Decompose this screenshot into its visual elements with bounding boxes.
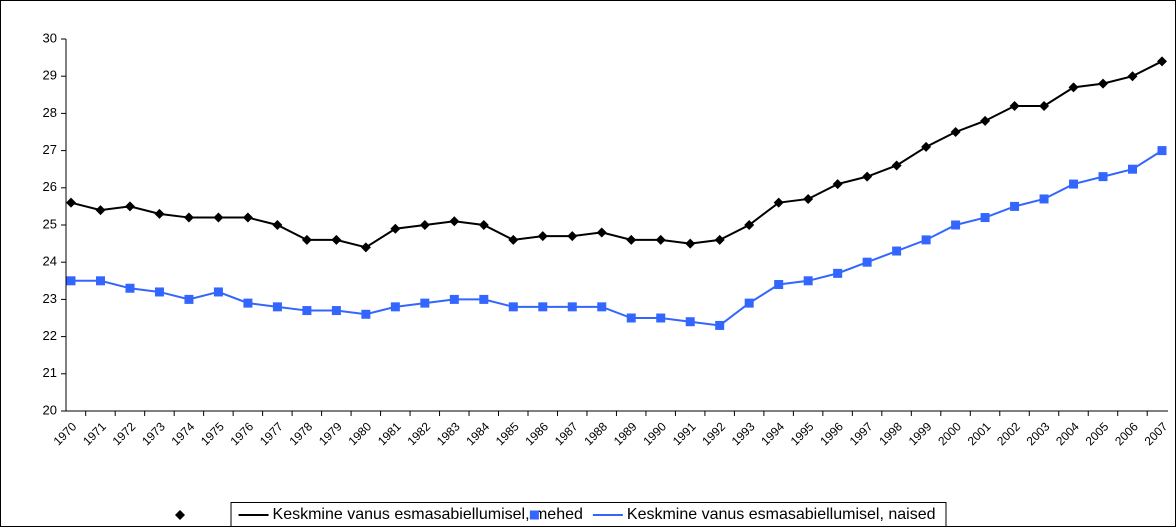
y-tick-label: 21 bbox=[43, 365, 57, 380]
y-tick-label: 24 bbox=[43, 254, 57, 269]
data-point bbox=[773, 197, 784, 208]
data-point bbox=[656, 313, 666, 323]
data-point bbox=[508, 302, 518, 312]
data-point bbox=[508, 234, 519, 245]
data-point bbox=[1009, 100, 1020, 111]
data-point bbox=[272, 302, 282, 312]
data-point bbox=[95, 276, 105, 286]
data-point bbox=[360, 242, 371, 253]
data-point bbox=[950, 127, 961, 137]
data-point bbox=[1068, 82, 1079, 93]
data-point bbox=[449, 294, 459, 304]
data-point bbox=[980, 115, 991, 126]
y-tick-label: 20 bbox=[43, 402, 57, 417]
data-point bbox=[1157, 146, 1167, 156]
data-point bbox=[420, 298, 430, 308]
data-point bbox=[538, 302, 548, 312]
data-point bbox=[714, 234, 725, 245]
data-point bbox=[66, 276, 76, 286]
data-point bbox=[597, 302, 607, 312]
legend-box bbox=[230, 502, 947, 527]
data-point bbox=[1127, 71, 1138, 82]
data-point bbox=[66, 197, 76, 208]
y-tick-label: 22 bbox=[43, 328, 57, 343]
data-point bbox=[213, 212, 224, 223]
y-tick-label: 26 bbox=[43, 179, 57, 194]
data-point bbox=[1157, 56, 1167, 67]
data-point bbox=[272, 220, 283, 230]
data-point bbox=[390, 223, 401, 234]
data-point bbox=[479, 294, 489, 304]
data-point bbox=[626, 313, 636, 323]
legend-label: Keskmine vanus esmasabiellumisel, naised bbox=[627, 506, 936, 523]
data-point bbox=[891, 160, 902, 171]
data-point bbox=[95, 205, 106, 216]
data-point bbox=[1128, 164, 1138, 174]
data-point bbox=[302, 306, 312, 316]
data-point bbox=[744, 298, 754, 308]
data-point bbox=[1039, 100, 1050, 111]
data-point bbox=[951, 220, 961, 230]
y-tick-label: 29 bbox=[43, 68, 57, 83]
data-point bbox=[125, 283, 135, 293]
data-point bbox=[803, 276, 813, 286]
data-point bbox=[449, 216, 460, 227]
data-point bbox=[154, 287, 164, 297]
data-point bbox=[390, 302, 400, 312]
legend-marker bbox=[529, 510, 539, 520]
data-point bbox=[567, 231, 578, 242]
data-point bbox=[862, 257, 872, 267]
series-line bbox=[71, 149, 1163, 327]
data-point bbox=[921, 235, 931, 245]
data-point bbox=[213, 287, 223, 297]
y-tick-label: 23 bbox=[43, 291, 57, 306]
data-point bbox=[242, 212, 253, 223]
data-point bbox=[1098, 172, 1108, 182]
data-point bbox=[892, 246, 902, 256]
data-point bbox=[361, 309, 371, 319]
data-point bbox=[862, 171, 873, 182]
data-point bbox=[154, 208, 165, 219]
data-point bbox=[685, 317, 695, 327]
data-point bbox=[331, 234, 342, 245]
legend-marker bbox=[175, 510, 185, 520]
y-tick-label: 28 bbox=[43, 105, 57, 120]
data-point bbox=[331, 306, 341, 316]
data-point bbox=[980, 213, 990, 223]
series-line bbox=[70, 60, 1163, 249]
data-point bbox=[596, 227, 607, 238]
data-point bbox=[803, 193, 814, 204]
data-point bbox=[833, 268, 843, 278]
data-point bbox=[655, 234, 666, 245]
data-point bbox=[419, 220, 430, 230]
legend-label: Keskmine vanus esmasabiellumisel, mehed bbox=[273, 506, 583, 523]
legend: Keskmine vanus esmasabiellumisel, mehed K… bbox=[230, 502, 947, 527]
data-point bbox=[1098, 78, 1109, 89]
data-point bbox=[301, 234, 312, 245]
data-point bbox=[715, 320, 725, 330]
data-point bbox=[1069, 179, 1079, 189]
data-point bbox=[124, 201, 135, 212]
data-point bbox=[832, 179, 843, 190]
data-point bbox=[1010, 201, 1020, 211]
data-point bbox=[685, 238, 696, 249]
y-tick-label: 30 bbox=[43, 30, 57, 45]
data-point bbox=[478, 220, 489, 230]
data-point bbox=[567, 302, 577, 312]
data-point bbox=[183, 212, 194, 223]
data-point bbox=[537, 231, 548, 242]
y-tick-label: 25 bbox=[43, 216, 57, 231]
data-point bbox=[184, 294, 194, 304]
data-point bbox=[921, 141, 932, 152]
data-point bbox=[1039, 194, 1049, 204]
y-tick-label: 27 bbox=[43, 142, 57, 157]
data-point bbox=[626, 234, 637, 245]
data-point bbox=[243, 298, 253, 308]
data-point bbox=[744, 220, 755, 230]
data-point bbox=[774, 280, 784, 290]
